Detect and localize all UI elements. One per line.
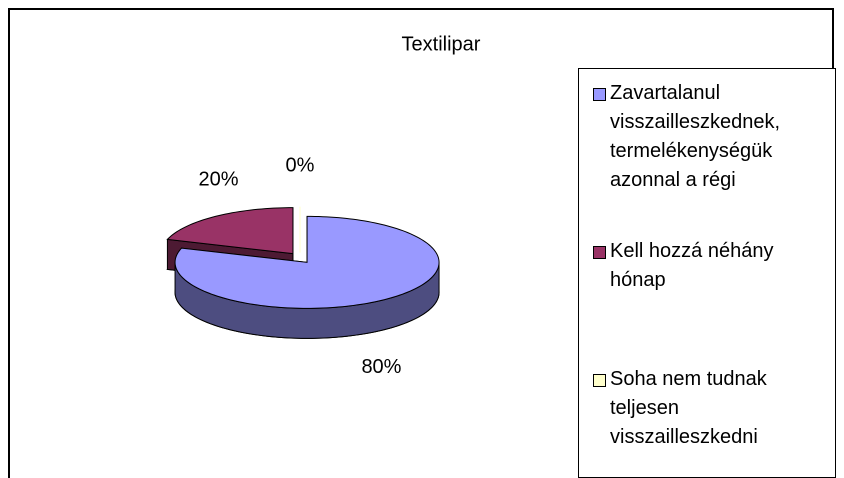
slice-top <box>166 207 294 255</box>
data-label: 20% <box>199 169 239 191</box>
chart-title: Textilipar <box>402 33 481 55</box>
legend-key <box>593 246 606 259</box>
legend-key <box>593 88 606 101</box>
data-label: 80% <box>361 356 401 378</box>
legend-entry: Soha nem tudnak teljesen visszailleszked… <box>593 365 828 452</box>
legend-label: Kell hozzá néhány hónap <box>610 240 774 291</box>
pie-slice <box>174 215 440 339</box>
legend-label: Zavartalanul visszailleszkednek, termelé… <box>610 82 781 191</box>
legend-entry: Zavartalanul visszailleszkednek, termelé… <box>593 79 828 195</box>
legend-label: Soha nem tudnak teljesen visszailleszked… <box>610 368 767 448</box>
legend: Zavartalanul visszailleszkednek, termelé… <box>578 68 836 478</box>
legend-key <box>593 374 606 387</box>
legend-entry: Kell hozzá néhány hónap <box>593 237 828 295</box>
data-label: 0% <box>286 155 315 177</box>
slice-top <box>174 215 440 309</box>
